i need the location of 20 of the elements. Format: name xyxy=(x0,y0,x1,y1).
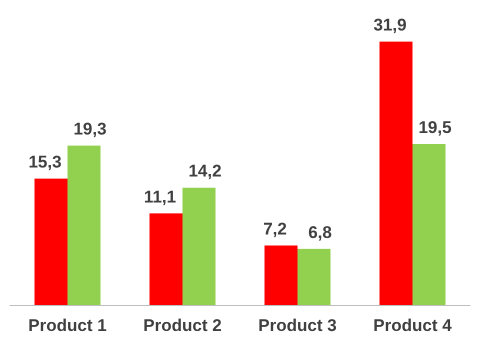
x-tick-label: Product 4 xyxy=(373,316,452,335)
data-label: 31,9 xyxy=(373,16,407,35)
data-label: 19,5 xyxy=(418,118,452,137)
bar xyxy=(298,248,330,305)
bar xyxy=(34,178,68,305)
bar xyxy=(182,188,216,305)
bar xyxy=(412,144,446,305)
data-label: 15,3 xyxy=(28,152,62,172)
data-label: 6,8 xyxy=(308,222,332,242)
x-tick-label: Product 3 xyxy=(258,316,337,335)
data-label: 11,1 xyxy=(144,187,176,206)
x-tick-label: Product 2 xyxy=(143,316,222,335)
bar xyxy=(150,213,182,305)
bar xyxy=(68,146,100,305)
x-tick-label: Product 1 xyxy=(28,316,107,335)
bar xyxy=(380,42,412,305)
data-label: 14,2 xyxy=(188,162,222,181)
data-label: 19,3 xyxy=(73,120,107,139)
bar xyxy=(264,246,298,305)
data-label: 7,2 xyxy=(263,220,287,239)
